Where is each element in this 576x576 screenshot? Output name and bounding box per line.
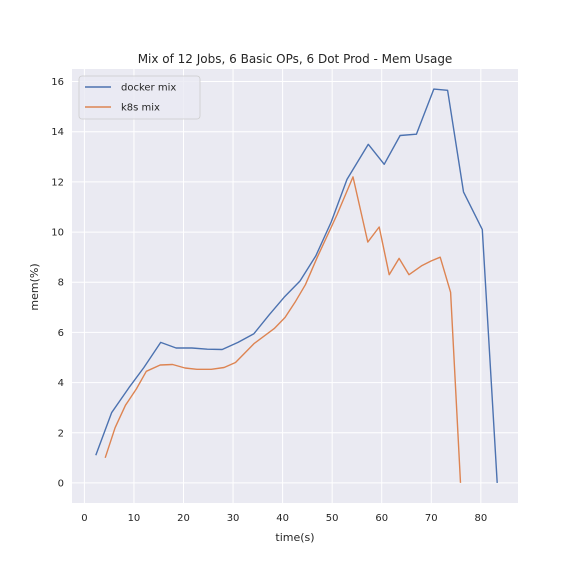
legend-label-k8s-mix: k8s mix (121, 103, 160, 114)
grid-lines (72, 69, 518, 503)
legend: docker mix k8s mix (78, 75, 201, 120)
x-tick-label: 70 (425, 513, 438, 524)
x-tick-label: 30 (227, 513, 240, 524)
series-line-docker-mix (95, 88, 498, 483)
y-tick-label: 12 (51, 177, 64, 188)
chart-title: Mix of 12 Jobs, 6 Basic OPs, 6 Dot Prod … (138, 52, 453, 66)
y-tick-label: 2 (58, 428, 64, 439)
series-line-k8s-mix (104, 176, 462, 483)
x-tick-label: 80 (474, 513, 487, 524)
y-tick-label: 14 (51, 127, 64, 138)
x-tick-label: 0 (81, 513, 87, 524)
y-tick-label: 16 (51, 77, 64, 88)
x-tick-label: 20 (177, 513, 190, 524)
y-tick-label: 4 (58, 378, 64, 389)
y-tick-label: 6 (58, 328, 64, 339)
x-tick-label: 60 (375, 513, 388, 524)
y-axis-label: mem(%) (28, 263, 41, 310)
y-tick-label: 10 (51, 228, 64, 239)
y-tick-label: 8 (58, 278, 64, 289)
legend-label-docker-mix: docker mix (121, 83, 176, 94)
x-axis-label: time(s) (275, 531, 314, 544)
tick-labels: 0 10 20 30 40 50 60 70 80 0 2 4 6 8 10 12 14 16 (51, 77, 487, 524)
x-tick-label: 50 (326, 513, 339, 524)
series-lines (95, 88, 498, 483)
x-tick-label: 10 (128, 513, 141, 524)
x-tick-label: 40 (276, 513, 289, 524)
y-tick-label: 0 (58, 478, 64, 489)
